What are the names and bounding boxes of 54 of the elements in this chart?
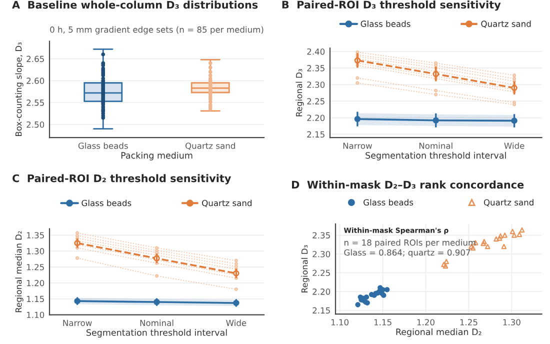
y-tick-label: 1.25: [27, 264, 44, 270]
y-axis-title: Regional median D₂: [15, 231, 24, 312]
y-tick-label: 2.30: [307, 82, 325, 88]
y-tick-label: 1.20: [27, 280, 44, 286]
y-tick-label: 2.55: [26, 100, 44, 106]
y-tick-label: 2.40: [307, 48, 325, 55]
y-tick-label: 2.65: [26, 56, 44, 62]
legend-label: Glass beads: [364, 199, 414, 206]
x-tick-label: Wide: [226, 320, 246, 326]
x-axis-title: Packing medium: [121, 152, 192, 160]
x-tick-label: 1.25: [460, 319, 478, 326]
x-tick-label: Narrow: [343, 142, 372, 149]
legend-label: Quartz sand: [481, 20, 531, 28]
y-axis-title: Box-counting slope, D₃: [15, 42, 24, 136]
y-axis-title: Regional D₃: [296, 69, 304, 116]
y-tick-label: 2.30: [312, 250, 330, 258]
x-tick-label: Nominal: [419, 142, 452, 149]
chart-subtitle: 0 h, 5 mm gradient edge sets (n = 85 per medium): [50, 26, 264, 34]
legend-label: Glass beads: [360, 20, 410, 27]
x-tick-label: 1.10: [331, 319, 349, 326]
y-tick-label: 2.15: [307, 131, 324, 138]
chart-title: D Within-mask D₂–D₃ rank concordance: [292, 180, 524, 189]
y-tick-label: 2.60: [26, 78, 44, 84]
x-axis-title: Segmentation threshold interval: [86, 329, 227, 338]
y-tick-label: 2.25: [307, 98, 324, 104]
legend-label: Quartz sand: [484, 199, 534, 206]
y-tick-label: 2.20: [312, 288, 330, 295]
chart-title: B Paired-ROI D₃ threshold sensitivity: [282, 0, 501, 11]
y-tick-label: 2.20: [307, 114, 325, 122]
x-tick-label: Narrow: [63, 320, 92, 326]
x-tick-label: Wide: [504, 142, 524, 149]
x-tick-label: 1.30: [503, 319, 520, 326]
y-tick-label: 1.15: [27, 296, 44, 302]
x-tick-label: 1.15: [374, 319, 392, 326]
chart-title: A Baseline whole-column D₃ distributions: [12, 0, 258, 9]
x-tick-label: Glass beads: [78, 142, 128, 149]
y-tick-label: 2.15: [312, 307, 330, 314]
y-tick-label: 1.10: [27, 312, 44, 318]
y-tick-label: 1.35: [27, 232, 44, 238]
legend-label: Glass beads: [82, 200, 132, 206]
x-tick-label: Quartz sand: [186, 142, 235, 150]
y-tick-label: 2.35: [312, 232, 330, 238]
x-tick-label: 1.20: [417, 319, 434, 326]
x-tick-label: Nominal: [140, 320, 174, 326]
x-axis-title: Regional median D₂: [396, 328, 482, 337]
y-axis-title: Regional D₃: [301, 245, 310, 292]
y-tick-label: 2.50: [26, 121, 44, 128]
annotation: Glass = 0.864; quartz = 0.907: [344, 249, 470, 258]
x-axis-title: Segmentation threshold interval: [366, 152, 506, 160]
y-tick-label: 1.30: [27, 248, 44, 254]
legend-label: Quartz sand: [202, 200, 252, 208]
chart-title: C Paired-ROI D₂ threshold sensitivity: [12, 174, 232, 184]
y-tick-label: 2.25: [312, 270, 330, 276]
y-tick-label: 2.35: [307, 65, 324, 72]
